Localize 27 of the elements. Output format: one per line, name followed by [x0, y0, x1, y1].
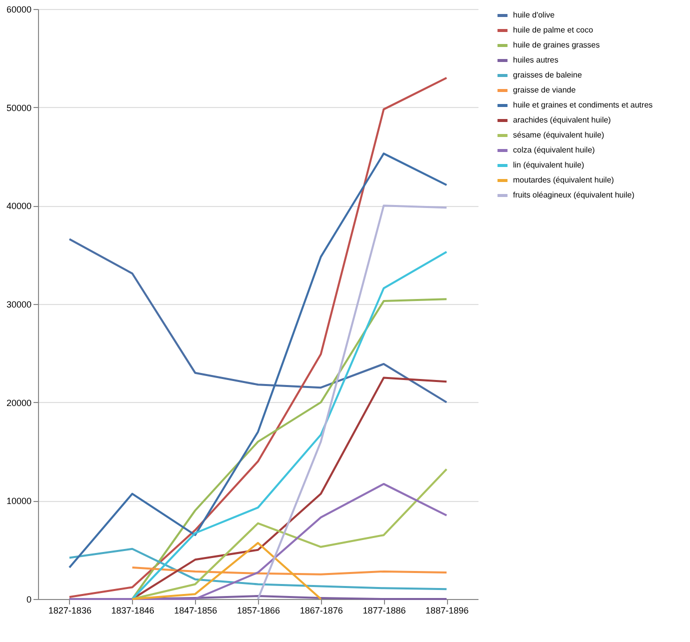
x-tick-label: 1847-1856 [174, 606, 218, 616]
x-tick-label: 1837-1846 [111, 606, 154, 616]
legend-label: arachides (équivalent huile) [513, 116, 612, 124]
y-tick-label: 60000 [6, 4, 32, 14]
y-tick-label: 30000 [6, 300, 32, 310]
x-tick-label: 1877-1886 [362, 606, 406, 616]
legend-label: huile d'olive [513, 10, 556, 20]
legend-label: huile de palme et coco [513, 26, 594, 34]
x-tick-label: 1887-1896 [426, 606, 469, 616]
y-tick-label: 10000 [6, 496, 32, 506]
legend-label: huile de graines grasses [513, 40, 600, 50]
legend-label: fruits oléagineux (équivalent huile) [513, 190, 635, 200]
y-tick-label: 0 [26, 594, 32, 604]
legend-label: lin (équivalent huile) [513, 160, 584, 170]
x-tick-label: 1867-1876 [300, 606, 343, 616]
y-tick-label: 40000 [6, 201, 32, 212]
legend-label: colza (équivalent huile) [513, 146, 596, 154]
y-tick-label: 50000 [6, 102, 32, 113]
legend-label: graisse de viande [513, 86, 576, 94]
x-tick-label: 1857-1866 [236, 606, 280, 616]
legend-label: moutardes (équivalent huile) [513, 176, 614, 184]
legend-label: huile et graines et condiments et autres [513, 100, 653, 110]
legend-label: sésame (équivalent huile) [513, 130, 604, 140]
legend-label: huiles autres [513, 56, 558, 64]
y-tick-label: 20000 [6, 398, 32, 408]
legend-label: graisses de baleine [513, 70, 582, 80]
x-tick-label: 1827-1836 [48, 606, 92, 616]
